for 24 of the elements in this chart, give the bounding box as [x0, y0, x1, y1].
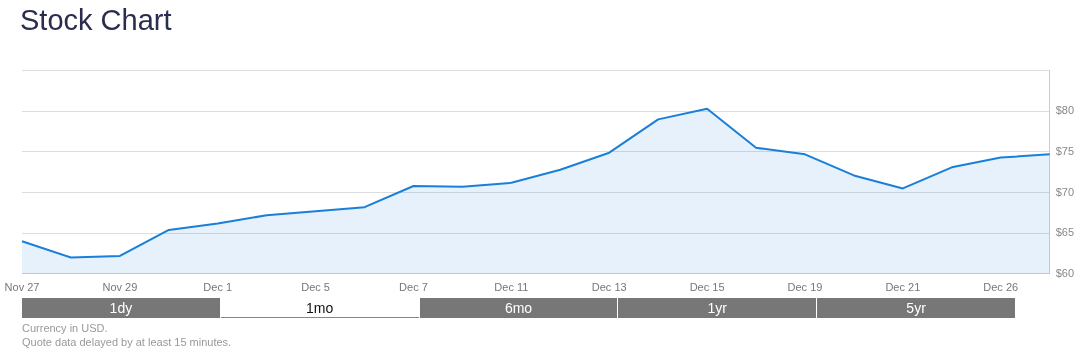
x-tick-label: Dec 5	[301, 281, 330, 294]
y-tick-label: $65	[1055, 226, 1075, 239]
y-tick-label: $70	[1055, 185, 1075, 198]
x-tick-label: Nov 27	[4, 281, 40, 294]
text: 5yr	[817, 298, 1015, 318]
text: Quote data delayed by at least 15 minutes.	[22, 335, 232, 349]
x-tick-label: Dec 7	[399, 281, 428, 294]
x-tick-label: Dec 11	[494, 281, 529, 294]
x-tick-label: Dec 1	[203, 281, 233, 294]
text: 1dy	[22, 298, 220, 318]
x-tick-label: Dec 13	[591, 281, 627, 294]
x-tick-label: Dec 15	[689, 281, 725, 294]
text: 6mo	[419, 298, 618, 318]
y-tick-label: $80	[1055, 104, 1075, 117]
x-tick-label: Dec 21	[885, 281, 921, 294]
y-tick-label: $60	[1055, 266, 1075, 279]
chart-title: Stock Chart	[20, 4, 172, 37]
text: 1yr	[618, 298, 817, 318]
x-tick-label: Nov 29	[102, 281, 138, 294]
y-tick-label: $75	[1055, 144, 1075, 157]
text: Currency in USD.	[22, 321, 109, 335]
x-tick-label: Dec 26	[983, 281, 1019, 294]
text: 1mo	[220, 298, 419, 318]
x-tick-label: Dec 19	[787, 281, 823, 294]
